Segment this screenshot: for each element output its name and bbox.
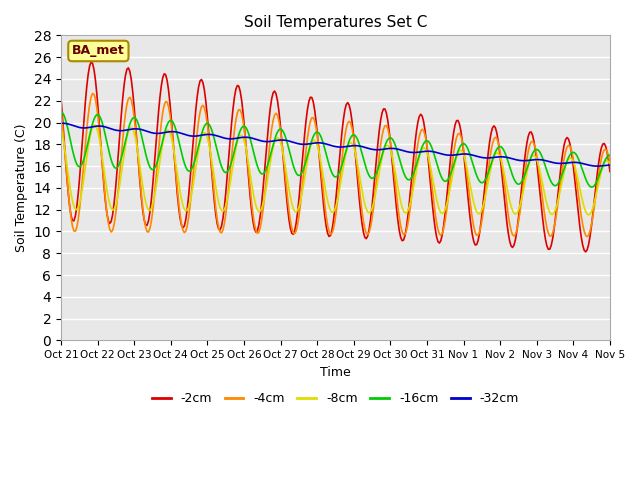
- Title: Soil Temperatures Set C: Soil Temperatures Set C: [244, 15, 427, 30]
- Legend: -2cm, -4cm, -8cm, -16cm, -32cm: -2cm, -4cm, -8cm, -16cm, -32cm: [147, 387, 524, 410]
- Text: BA_met: BA_met: [72, 45, 125, 58]
- Y-axis label: Soil Temperature (C): Soil Temperature (C): [15, 124, 28, 252]
- X-axis label: Time: Time: [320, 366, 351, 379]
